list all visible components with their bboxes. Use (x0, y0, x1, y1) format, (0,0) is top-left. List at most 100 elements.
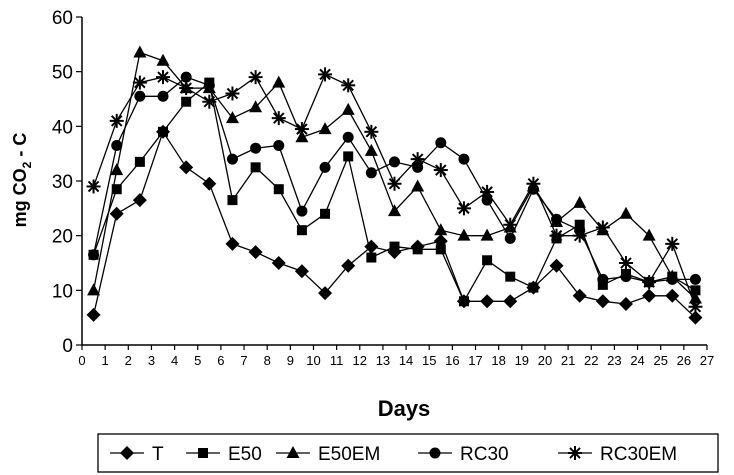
data-point-rc30em (156, 70, 171, 85)
data-point-rc30em (433, 163, 448, 178)
data-point-e50em (87, 283, 101, 296)
data-point-rc30 (458, 153, 470, 165)
legend-item-e50em: E50EM (276, 444, 380, 465)
data-point-e50em (110, 163, 124, 176)
data-point-e50em (388, 204, 401, 217)
data-point-e50em (156, 53, 170, 66)
data-point-rc30 (666, 273, 678, 285)
data-point-rc30em (526, 176, 541, 191)
x-tick-label: 12 (353, 353, 367, 368)
data-point-rc30em (179, 81, 194, 96)
data-point-e50em (318, 122, 332, 135)
data-point-rc30em (572, 228, 587, 243)
x-tick-label: 22 (584, 353, 598, 368)
x-tick-label: 1 (102, 353, 109, 368)
data-point-e50em (434, 223, 448, 236)
x-axis-title: Days (378, 396, 431, 421)
x-tick-label: 20 (538, 353, 552, 368)
data-point-t (86, 307, 101, 322)
legend-label-t: T (152, 444, 164, 465)
y-axis-title: mg CO2 - C (10, 133, 34, 228)
data-point-rc30 (296, 205, 308, 217)
data-point-rc30em (341, 78, 356, 93)
x-tick-label: 23 (607, 353, 621, 368)
legend-item-e50: E50 (186, 444, 262, 465)
data-point-e50 (343, 151, 354, 162)
data-point-rc30em (318, 67, 333, 82)
data-point-rc30 (157, 90, 169, 102)
data-point-rc30em (248, 70, 263, 85)
y-tick-label: 60 (52, 8, 73, 29)
data-point-rc30 (319, 161, 331, 173)
series-e50em (87, 45, 702, 304)
legend-item-rc30: RC30 (418, 444, 509, 465)
data-point-e50 (181, 96, 192, 107)
data-point-rc30em (271, 111, 286, 126)
data-point-rc30 (203, 79, 215, 91)
x-tick-label: 7 (240, 353, 247, 368)
y-axis-title-main: mg CO (10, 168, 30, 227)
x-tick-label: 26 (677, 353, 691, 368)
legend-marker-rc30em (568, 446, 582, 460)
data-point-rc30em (294, 122, 309, 137)
data-point-t (618, 297, 633, 311)
data-point-e50em (225, 111, 239, 124)
data-point-e50 (366, 252, 377, 263)
data-point-e50em (411, 179, 425, 192)
data-point-e50em (295, 130, 309, 143)
y-tick-label: 30 (52, 172, 73, 193)
data-point-e50em (249, 100, 263, 113)
data-point-t (248, 245, 263, 260)
data-point-rc30em (503, 217, 518, 232)
x-tick-label: 0 (78, 353, 85, 368)
x-tick-label: 27 (700, 353, 714, 368)
data-point-e50 (505, 271, 516, 282)
data-point-t (572, 288, 587, 303)
y-tick-label: 10 (52, 281, 73, 302)
data-point-t (202, 176, 217, 191)
data-point-rc30em (480, 184, 495, 199)
data-point-e50 (250, 162, 261, 173)
data-point-rc30em (387, 176, 402, 191)
data-point-rc30em (688, 299, 703, 314)
data-point-e50 (458, 296, 469, 307)
data-point-rc30 (551, 213, 563, 225)
data-point-e50 (389, 241, 400, 252)
data-point-e50 (528, 282, 539, 293)
y-tick-label: 40 (52, 117, 73, 138)
data-point-rc30 (134, 90, 146, 102)
data-point-t (271, 256, 286, 270)
x-tick-label: 25 (653, 353, 667, 368)
x-tick-label: 13 (376, 353, 390, 368)
data-point-e50 (134, 156, 145, 167)
data-point-e50em (133, 45, 147, 58)
data-point-rc30 (412, 161, 424, 173)
data-point-e50 (296, 225, 307, 236)
legend-marker-e50 (198, 448, 208, 458)
data-point-e50em (364, 143, 378, 156)
data-point-e50 (227, 195, 238, 206)
data-point-rc30em (665, 236, 680, 251)
x-tick-label: 15 (422, 353, 436, 368)
data-point-rc30em (456, 201, 471, 216)
data-point-rc30 (342, 131, 354, 143)
y-axis-title-tail: - C (10, 133, 30, 162)
x-tick-label: 16 (445, 353, 459, 368)
x-tick-label: 10 (306, 353, 320, 368)
data-point-e50em (573, 195, 587, 208)
data-point-rc30em (595, 220, 610, 235)
legend-label-rc30em: RC30EM (600, 444, 677, 465)
data-point-rc30em (109, 113, 124, 128)
data-point-rc30 (481, 194, 493, 206)
data-point-t (503, 294, 518, 309)
data-point-rc30 (389, 156, 400, 168)
x-tick-label: 2 (125, 353, 132, 368)
legend-label-e50em: E50EM (318, 444, 380, 465)
x-tick-label: 9 (287, 353, 294, 368)
x-tick-label: 14 (399, 353, 413, 368)
series-line-e50 (92, 81, 696, 303)
x-tick-label: 6 (217, 353, 224, 368)
series-rc30em (86, 67, 703, 314)
